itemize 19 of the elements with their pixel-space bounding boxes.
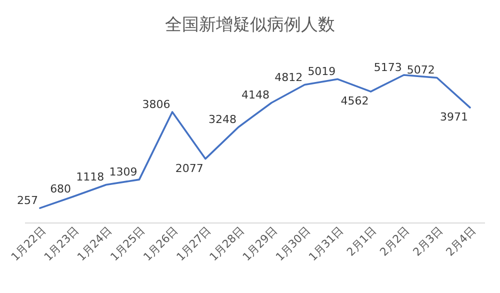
data-label: 5072 (406, 64, 435, 77)
data-label: 3971 (440, 110, 468, 124)
data-label: 1309 (109, 166, 138, 179)
x-tick-label: 2月2日 (377, 224, 412, 259)
data-label: 5173 (374, 61, 402, 74)
x-tick-label: 2月1日 (344, 224, 380, 259)
data-label: 1118 (76, 170, 104, 184)
x-tick-label: 2月3日 (410, 224, 446, 259)
data-label: 2077 (175, 162, 204, 175)
data-label: 5019 (308, 65, 336, 78)
data-label: 3248 (208, 113, 236, 126)
data-label: 4148 (242, 88, 270, 102)
chart-title: 全国新增疑似病例人数 (165, 15, 335, 35)
x-tick-label: 2月4日 (444, 224, 478, 259)
data-label: 4812 (274, 70, 303, 84)
data-label: 4562 (340, 94, 369, 108)
data-label: 680 (50, 182, 72, 196)
data-label: 3806 (142, 98, 170, 111)
data-label: 257 (17, 194, 38, 208)
